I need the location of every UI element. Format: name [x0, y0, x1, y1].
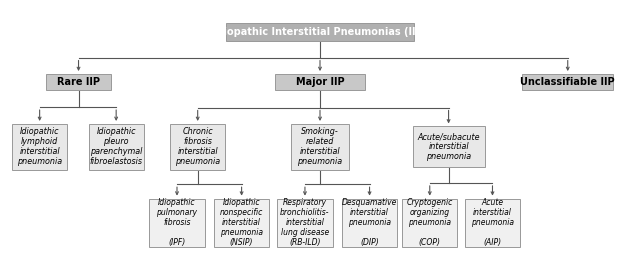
FancyBboxPatch shape — [275, 74, 365, 90]
FancyBboxPatch shape — [522, 74, 613, 90]
FancyBboxPatch shape — [88, 124, 144, 170]
FancyBboxPatch shape — [149, 199, 205, 247]
Text: Unclassifiable IIP: Unclassifiable IIP — [520, 77, 615, 87]
FancyBboxPatch shape — [277, 199, 333, 247]
Text: Idiopathic
nonspecific
interstitial
pneumonia
(NSIP): Idiopathic nonspecific interstitial pneu… — [220, 198, 263, 247]
FancyBboxPatch shape — [226, 23, 414, 41]
FancyBboxPatch shape — [465, 199, 520, 247]
Text: Acute
interstitial
pneumonia

(AIP): Acute interstitial pneumonia (AIP) — [471, 198, 514, 247]
Text: Respiratory
bronchiolitis-
interstitial
lung disease
(RB-ILD): Respiratory bronchiolitis- interstitial … — [280, 198, 330, 247]
Text: Rare IIP: Rare IIP — [57, 77, 100, 87]
Text: Acute/subacute
interstitial
pneumonia: Acute/subacute interstitial pneumonia — [417, 132, 480, 162]
FancyBboxPatch shape — [214, 199, 269, 247]
Text: Idiopathic
pulmonary
fibrosis

(IPF): Idiopathic pulmonary fibrosis (IPF) — [157, 198, 198, 247]
Text: Cryptogenic
organizing
pneumonia

(COP): Cryptogenic organizing pneumonia (COP) — [406, 198, 453, 247]
Text: Idiopathic Interstitial Pneumonias (IIP): Idiopathic Interstitial Pneumonias (IIP) — [213, 27, 427, 37]
Text: Idiopathic
pleuro
parenchymal
fibroelastosis: Idiopathic pleuro parenchymal fibroelast… — [90, 127, 143, 166]
FancyBboxPatch shape — [12, 124, 67, 170]
FancyBboxPatch shape — [402, 199, 458, 247]
Text: Desquamative
interstitial
pneumonia

(DIP): Desquamative interstitial pneumonia (DIP… — [342, 198, 397, 247]
Text: Chronic
fibrosis
interstitial
pneumonia: Chronic fibrosis interstitial pneumonia — [175, 127, 220, 166]
FancyBboxPatch shape — [413, 126, 484, 167]
FancyBboxPatch shape — [342, 199, 397, 247]
Text: Major IIP: Major IIP — [296, 77, 344, 87]
FancyBboxPatch shape — [170, 124, 225, 170]
Text: Idiopathic
lymphoid
interstitial
pneumonia: Idiopathic lymphoid interstitial pneumon… — [17, 127, 62, 166]
FancyBboxPatch shape — [291, 124, 349, 170]
Text: Smoking-
related
interstitial
pneumonia: Smoking- related interstitial pneumonia — [298, 127, 342, 166]
FancyBboxPatch shape — [45, 74, 111, 90]
